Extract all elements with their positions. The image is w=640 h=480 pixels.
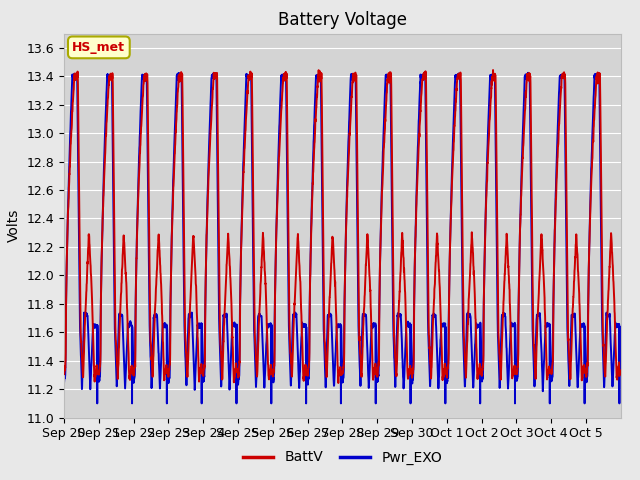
Legend: BattV, Pwr_EXO: BattV, Pwr_EXO <box>237 445 448 470</box>
Y-axis label: Volts: Volts <box>7 209 21 242</box>
Text: HS_met: HS_met <box>72 41 125 54</box>
Title: Battery Voltage: Battery Voltage <box>278 11 407 29</box>
